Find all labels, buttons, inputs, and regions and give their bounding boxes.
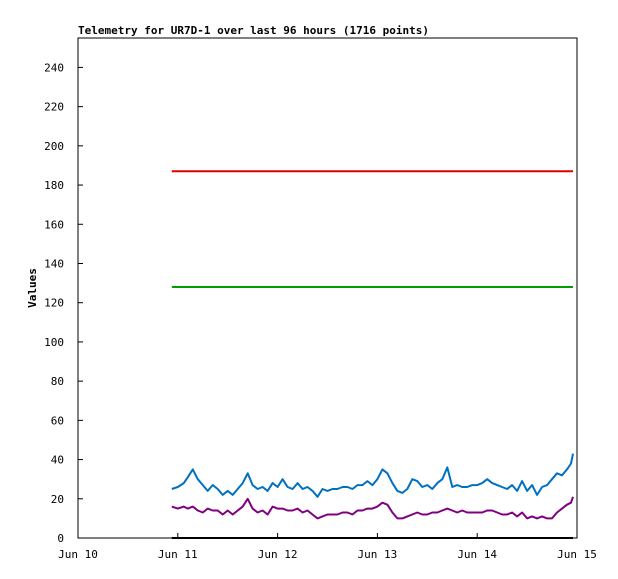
y-tick-label: 0: [57, 532, 64, 545]
y-tick-label: 220: [44, 101, 64, 114]
y-axis-label: Values: [26, 268, 39, 308]
x-tick-label: Jun 10: [58, 548, 98, 561]
y-tick-label: 140: [44, 257, 64, 270]
y-tick-label: 120: [44, 297, 64, 310]
x-tick-label: Jun 12: [258, 548, 298, 561]
y-tick-label: 180: [44, 179, 64, 192]
x-axis: Jun 10 Jun 11 Jun 12 Jun 13 Jun 14 Jun 15: [58, 533, 597, 561]
y-tick-label: 200: [44, 140, 64, 153]
x-tick-label: Jun 13: [358, 548, 398, 561]
y-axis: 0 20 40 60 80 100 120 140 160 180 200 220 240: [44, 61, 83, 545]
chart-title: Telemetry for UR7D-1 over last 96 hours …: [78, 24, 429, 37]
series-layer: [171, 170, 574, 520]
y-tick-label: 20: [51, 493, 64, 506]
x-tick-label: Jun 15: [557, 548, 597, 561]
y-tick-label: 40: [51, 454, 64, 467]
x-tick-label: Jun 11: [158, 548, 198, 561]
y-tick-label: 160: [44, 218, 64, 231]
y-tick-label: 60: [51, 414, 64, 427]
series-line-4: [171, 496, 574, 520]
series-line-3: [171, 453, 574, 498]
y-tick-label: 240: [44, 61, 64, 74]
y-tick-label: 80: [51, 375, 64, 388]
x-tick-label: Jun 14: [457, 548, 497, 561]
y-tick-label: 100: [44, 336, 64, 349]
